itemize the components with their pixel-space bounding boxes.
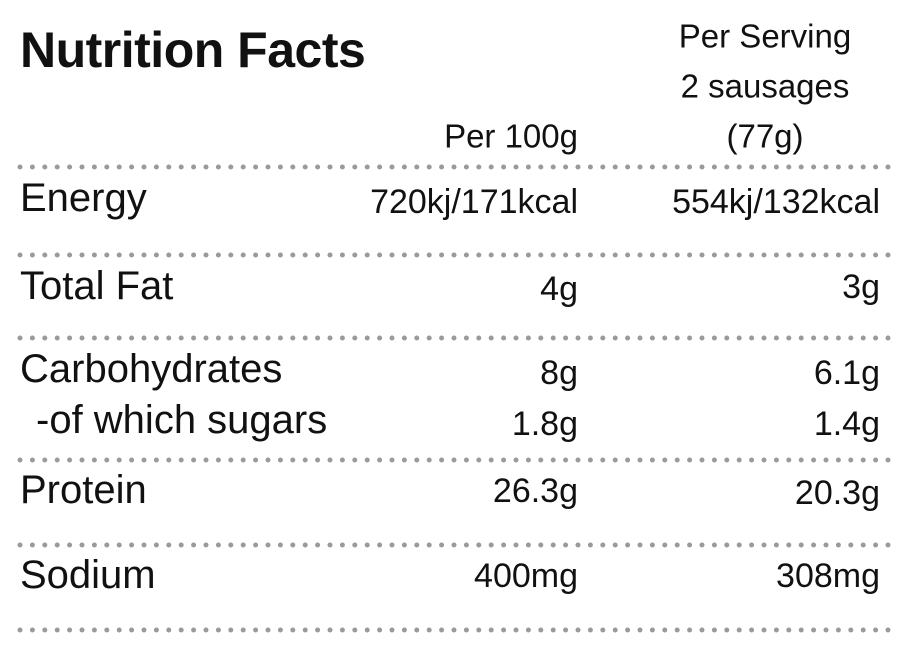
value: 26.3g [492,472,578,510]
value: 554kj/132kcal [672,183,880,221]
row-label: Energy [20,176,147,220]
value: 8g [540,354,578,392]
value: 720kj/171kcal [370,183,578,221]
serving-header: Per Serving [678,17,852,55]
title: Nutrition Facts [20,22,366,78]
separator [17,627,891,633]
value: 3g [842,268,880,306]
separator [17,457,891,463]
value: 1.4g [813,405,880,443]
separator [17,164,891,170]
value: 20.3g [794,474,880,512]
value: 1.8g [511,405,578,443]
separator [17,542,891,548]
value: 4g [540,270,578,308]
row-label: Carbohydrates [20,347,283,391]
per-100g-header: Per 100g [444,117,578,155]
row-label: -of which sugars [36,398,328,442]
separator [17,335,891,341]
row-label: Protein [20,468,147,512]
row-label: Total Fat [20,264,174,308]
row-label: Sodium [20,553,156,597]
value: 400mg [474,557,578,595]
serving-header: (77g) [726,117,804,155]
value: 308mg [776,557,880,595]
serving-header: 2 sausages [680,67,850,105]
separator [17,252,891,258]
value: 6.1g [813,354,880,392]
